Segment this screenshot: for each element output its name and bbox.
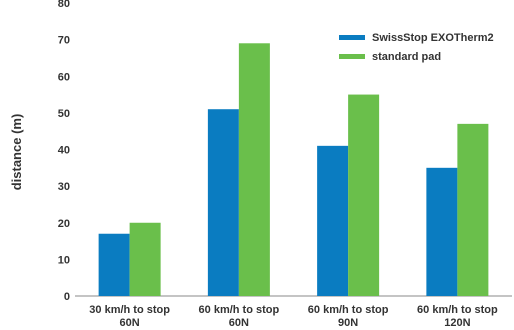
x-tick-label: 90N: [338, 317, 358, 329]
legend-swatch: [339, 35, 365, 40]
legend-swatch: [339, 54, 365, 59]
y-tick-label: 0: [64, 291, 70, 303]
x-tick-label: 30 km/h to stop: [89, 304, 170, 316]
bars: [98, 43, 489, 297]
bar: [317, 145, 349, 296]
x-tick-label: 120N: [444, 317, 470, 329]
y-tick-label: 30: [58, 181, 70, 193]
y-tick-label: 60: [58, 71, 70, 83]
x-tick-label: 60 km/h to stop: [199, 304, 280, 316]
bar: [426, 167, 458, 296]
bar: [457, 123, 489, 296]
x-tick-label: 60N: [229, 317, 249, 329]
bar: [207, 109, 239, 297]
bar: [238, 43, 270, 296]
legend: SwissStop EXOTherm2 standard pad: [339, 32, 494, 63]
y-axis-label: distance (m): [9, 114, 24, 191]
y-tick-label: 20: [58, 218, 70, 230]
y-tick-label: 40: [58, 145, 70, 157]
bar: [348, 94, 380, 296]
legend-label: SwissStop EXOTherm2: [372, 32, 494, 44]
x-tick-label: 60N: [120, 317, 140, 329]
y-tick-label: 50: [58, 108, 70, 120]
x-tick-label: 60 km/h to stop: [417, 304, 498, 316]
x-tick-label: 60 km/h to stop: [308, 304, 389, 316]
y-tick-label: 70: [58, 35, 70, 47]
y-tick-label: 80: [58, 0, 70, 10]
y-tick-label: 10: [58, 254, 70, 266]
y-axis-ticks: 0 10 20 30 40 50 60 70 80: [58, 0, 70, 303]
legend-label: standard pad: [372, 51, 441, 63]
bar: [129, 222, 161, 296]
bar: [98, 233, 130, 296]
